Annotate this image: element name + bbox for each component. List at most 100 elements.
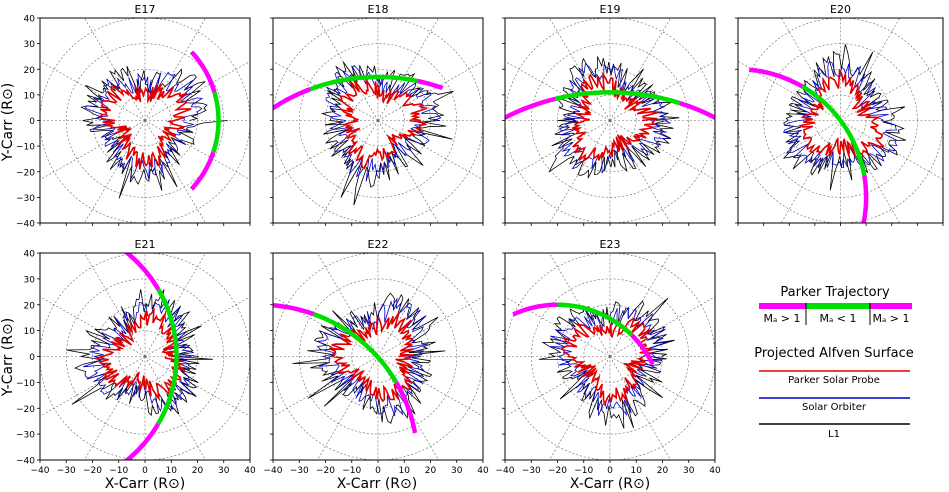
legend-item-psp-label: Parker Solar Probe xyxy=(788,375,880,386)
y-tick-label: −30 xyxy=(16,431,35,441)
grid-radial-line xyxy=(377,253,439,357)
x-axis-label-2: X-Carr (R⊙) xyxy=(337,476,417,492)
y-tick-label: −20 xyxy=(16,405,35,415)
panel-title: E19 xyxy=(600,3,621,16)
y-axis-label-bottom: Y-Carr (R⊙) xyxy=(0,318,16,397)
grid-radial-line xyxy=(609,253,671,357)
legend-surface-title: Projected Alfven Surface xyxy=(754,346,914,361)
grid-radial-line xyxy=(144,356,206,460)
grid-radial-line xyxy=(840,120,943,181)
grid-radial-line xyxy=(84,18,146,121)
series-l1 xyxy=(320,61,454,206)
series-solar-orbiter xyxy=(557,62,672,174)
grid-radial-line xyxy=(377,356,439,460)
x-tick-label: 0 xyxy=(375,466,381,476)
grid-radial-line xyxy=(549,120,611,223)
grid-radial-line xyxy=(84,356,146,460)
grid-radial-line xyxy=(377,60,483,121)
series-l1 xyxy=(548,56,680,179)
x-tick-label: 30 xyxy=(218,466,230,476)
grid-radial-line xyxy=(144,253,206,357)
series-l1 xyxy=(80,66,228,199)
legend-item-solo-label: Solar Orbiter xyxy=(802,402,867,413)
trajectory-super-alfvenic-in xyxy=(123,422,161,460)
trajectory-sub-alfvenic xyxy=(211,91,221,153)
grid-circle xyxy=(65,43,225,198)
series-l1 xyxy=(66,289,213,417)
y-tick-label: −30 xyxy=(16,194,35,204)
grid-radial-line xyxy=(317,18,379,121)
legend-seg-label-2: Mₐ < 1 xyxy=(819,312,856,325)
panel-e20: E20 xyxy=(735,3,944,226)
x-axis-label-1: X-Carr (R⊙) xyxy=(105,476,185,492)
grid-circle xyxy=(298,43,458,198)
x-tick-label: −30 xyxy=(290,466,309,476)
x-tick-label: 10 xyxy=(399,466,411,476)
legend: Parker Trajectory Mₐ > 1 Mₐ < 1 Mₐ > 1 P… xyxy=(754,285,914,440)
grid-radial-line xyxy=(738,120,841,181)
panel-plot-area xyxy=(273,18,483,223)
y-tick-label: −20 xyxy=(16,168,35,178)
x-tick-label: −40 xyxy=(264,466,283,476)
panel-plot-area xyxy=(40,18,250,223)
y-tick-label: 20 xyxy=(24,301,36,311)
grid-radial-line xyxy=(840,60,943,121)
trajectory-sub-alfvenic xyxy=(554,90,681,106)
y-axis-label-top: Y-Carr (R⊙) xyxy=(0,83,16,162)
panel-title: E23 xyxy=(600,238,621,251)
trajectory-sub-alfvenic xyxy=(557,302,634,337)
x-tick-label: −40 xyxy=(496,466,515,476)
trajectory-super-alfvenic-out xyxy=(273,303,315,317)
legend-item-l1-label: L1 xyxy=(828,429,840,440)
legend-seg-label-1: Mₐ > 1 xyxy=(763,312,800,325)
x-axis-label-3: X-Carr (R⊙) xyxy=(570,476,650,492)
y-tick-label: −40 xyxy=(16,457,35,467)
trajectory-super-alfvenic-out xyxy=(123,253,161,291)
panel-title: E21 xyxy=(135,238,156,251)
y-tick-label: 10 xyxy=(24,91,36,101)
x-tick-label: 0 xyxy=(607,466,613,476)
grid-radial-line xyxy=(84,120,146,223)
x-tick-label: 0 xyxy=(142,466,148,476)
trajectory-sub-alfvenic xyxy=(156,288,179,425)
grid-circle xyxy=(65,278,225,435)
series-parker-solar-probe xyxy=(99,84,192,170)
x-tick-label: 40 xyxy=(709,466,721,476)
y-tick-label: 30 xyxy=(24,40,36,50)
panel-e23: E23 −40 −30 −20 −10 0 10 20 30 40 xyxy=(496,238,721,476)
x-tick-label: 40 xyxy=(477,466,489,476)
trajectory-super-alfvenic-in xyxy=(416,78,444,91)
grid-radial-line xyxy=(780,18,841,121)
x-tick-label: −10 xyxy=(342,466,361,476)
grid-radial-line xyxy=(780,120,841,223)
x-tick-label: 30 xyxy=(683,466,695,476)
trajectory-super-alfvenic-in xyxy=(679,100,715,121)
series-parker-solar-probe xyxy=(328,312,415,403)
y-tick-label: 30 xyxy=(24,275,36,285)
panel-plot-area xyxy=(273,253,483,460)
series-parker-solar-probe xyxy=(338,78,428,170)
trajectory-super-alfvenic-out xyxy=(189,50,217,93)
panel-title: E17 xyxy=(135,3,156,16)
series-solar-orbiter xyxy=(549,306,669,417)
panel-plot-area xyxy=(738,18,943,223)
x-tick-label: −20 xyxy=(548,466,567,476)
trajectory-super-alfvenic-in xyxy=(189,151,216,191)
series-solar-orbiter xyxy=(783,60,898,169)
grid-radial-line xyxy=(317,253,379,357)
panel-e19: E19 xyxy=(502,3,716,226)
trajectory-super-alfvenic-in xyxy=(394,381,418,434)
panel-plot-area xyxy=(505,253,715,460)
y-tick-label: 0 xyxy=(29,353,35,363)
x-tick-label: −40 xyxy=(31,466,50,476)
x-tick-label: −10 xyxy=(109,466,128,476)
trajectory-super-alfvenic-out xyxy=(505,96,556,121)
y-tick-label: 0 xyxy=(29,117,35,127)
x-tick-label: −20 xyxy=(316,466,335,476)
grid-radial-line xyxy=(840,18,901,121)
series-parker-solar-probe xyxy=(560,317,655,407)
grid-radial-line xyxy=(549,253,611,357)
x-tick-label: −10 xyxy=(574,466,593,476)
x-tick-label: 40 xyxy=(244,466,256,476)
